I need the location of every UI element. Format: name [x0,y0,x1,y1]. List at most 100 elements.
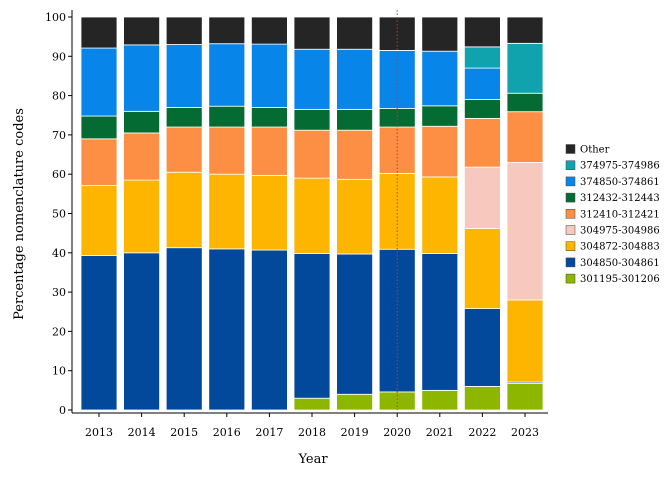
bar-segment [250,43,288,108]
bar-segment [293,177,331,254]
x-tick-label: 2023 [511,426,539,439]
legend-label: 304850-304861 [580,258,660,269]
bar-segment [421,16,459,52]
bar-segment [463,117,501,168]
bar-segment [250,16,288,45]
bar-segment [506,299,544,383]
bar-segment [123,44,160,112]
bar-segment [165,44,203,108]
x-tick-label: 2021 [426,426,454,439]
bar-segment [463,67,501,100]
bar-segment [208,126,246,175]
x-tick-label: 2018 [298,426,326,439]
y-tick-label: 60 [52,168,66,181]
legend-swatch [565,176,576,187]
y-tick-label: 30 [52,286,66,299]
bar-segment [463,228,501,309]
bar-segment [123,252,160,411]
bar-segment [250,126,288,176]
bar-segment [506,42,544,94]
legend-label: 304975-304986 [580,226,660,237]
bar-segment [463,166,501,229]
y-tick-label: 0 [59,404,66,417]
bar-segment [506,16,544,44]
bar-segment [506,92,544,113]
bar-segment [80,185,118,256]
bar-segment [336,129,374,180]
bar-segment [208,173,246,250]
bar-segment [165,106,203,128]
bar-segment [463,308,501,387]
x-tick-label: 2022 [468,426,496,439]
x-tick-label: 2014 [128,426,156,439]
bar-segment [463,46,501,69]
legend-swatch [565,241,576,251]
y-tick-label: 90 [52,50,66,63]
y-tick-label: 20 [52,325,66,338]
bar-segment [293,16,331,50]
legend-swatch [565,225,576,235]
bar-segment [123,110,160,134]
legend-label: 301195-301206 [580,274,660,285]
bar-segment [506,382,544,411]
bar-segment [165,126,203,173]
bar-segment [293,253,331,399]
bar-segment [336,253,374,395]
bars-layer [80,16,544,411]
bar-segment [421,176,459,254]
bar-segment [208,43,246,107]
x-tick-label: 2015 [170,426,198,439]
y-tick-label: 10 [52,365,66,378]
legend-label: 374850-374861 [580,177,660,188]
bar-segment [421,125,459,178]
bar-segment [80,255,118,411]
bar-segment [463,386,501,411]
y-tick-label: 100 [45,11,66,24]
legend-swatch [565,144,576,154]
bar-segment [123,16,160,46]
bar-segment [165,247,203,411]
bar-segment [421,50,459,107]
bar-segment [506,162,544,301]
legend: Other 374975-374986 374850-374861 312432-31… [565,144,660,285]
bar-segment [336,178,374,255]
bar-segment [80,47,118,117]
x-tick-label: 2016 [213,426,241,439]
bar-segment [165,16,203,45]
bar-segment [336,108,374,131]
bar-segment [506,111,544,163]
bar-segment [165,171,203,249]
y-tick-label: 80 [52,90,66,103]
bar-segment [378,16,416,51]
x-tick-label: 2020 [383,426,411,439]
bar-segment [250,174,288,251]
bar-segment [80,16,118,49]
bar-segment [421,389,459,411]
legend-label: 312410-312421 [580,209,660,220]
legend-swatch [565,257,576,268]
bar-segment [250,106,288,128]
bar-segment [123,179,160,254]
bar-segment [336,48,374,110]
bar-segment [293,397,331,411]
legend-swatch [565,160,576,170]
bar-segment [80,138,118,187]
bar-segment [463,99,501,119]
bar-segment [421,105,459,127]
legend-swatch [565,192,576,203]
bar-segment [293,48,331,110]
legend-label: 374975-374986 [580,161,660,172]
bar-segment [336,393,374,411]
axes-layer: 0 10 20 30 40 50 60 70 80 90 100 2013 2014 2015 2016 20… [45,10,548,439]
bar-segment [463,16,501,48]
x-tick-label: 2013 [85,426,113,439]
y-tick-label: 70 [52,129,66,142]
bar-segment [293,108,331,131]
legend-label: Other [580,145,610,156]
bar-segment [293,129,331,179]
bar-segment [208,16,246,45]
legend-swatch [565,273,576,284]
x-tick-label: 2017 [255,426,283,439]
bar-segment [421,253,459,391]
